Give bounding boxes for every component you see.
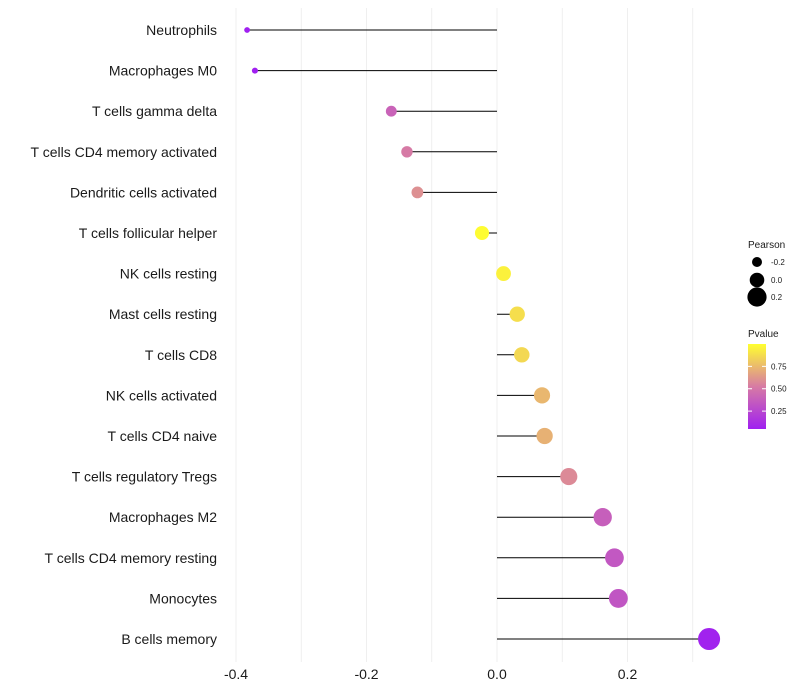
lollipop-point [411,186,424,199]
legend-pearson-label: 0.0 [771,276,783,285]
category-label: T cells regulatory Tregs [72,469,217,485]
lollipop-point [560,468,578,486]
legend-pearson-title: Pearson [748,240,785,251]
x-tick-label: 0.0 [487,666,507,682]
category-label: Neutrophils [146,22,217,38]
legend-pearson: Pearson -0.2 0.0 0.2 [747,240,785,307]
lollipop-point [496,266,511,282]
category-label: NK cells resting [120,266,217,282]
lollipop-point [536,427,553,445]
lollipop-segments [247,29,710,640]
pvalue-colorbar [748,344,766,429]
gridlines [235,8,694,662]
lollipop-point [244,27,250,33]
x-tick-label: 0.2 [618,666,638,682]
category-label: T cells CD4 memory resting [45,550,217,566]
lollipop-point [605,548,624,568]
category-label: Dendritic cells activated [70,184,217,200]
category-label: Mast cells resting [109,306,217,322]
category-label: Macrophages M2 [109,509,217,525]
category-label: T cells CD4 memory activated [31,144,217,160]
category-label: T cells gamma delta [92,103,217,119]
category-label: T cells CD8 [145,347,217,363]
lollipop-point [474,225,490,241]
lollipop-point [533,387,551,404]
legend-pearson-label: 0.2 [771,293,783,302]
lollipop-point [509,306,525,322]
lollipop-point [698,627,721,651]
category-labels: Neutrophils Macrophages M0 T cells gamma d… [31,22,218,647]
lollipop-point [608,588,628,608]
category-label: B cells memory [121,631,217,647]
lollipop-point [385,105,397,117]
x-axis-tick-labels: -0.4 -0.2 0.0 0.2 [224,666,638,682]
legend-pvalue-label: 0.50 [771,385,787,394]
category-label: NK cells activated [106,387,217,403]
lollipop-point [251,67,258,74]
legend-pearson-swatch [749,272,765,288]
category-label: Monocytes [149,590,217,606]
x-tick-label: -0.2 [354,666,378,682]
lollipop-point [514,347,530,363]
legend-pearson-swatch [752,257,762,267]
legend-pvalue-label: 0.75 [771,362,787,371]
lollipop-point [593,508,612,527]
legend-pearson-label: -0.2 [771,258,785,267]
legend-pvalue-label: 0.25 [771,407,787,416]
legend-pearson-swatch [747,287,767,307]
x-tick-label: -0.4 [224,666,248,682]
legend-pvalue-title: Pvalue [748,329,779,340]
category-label: T cells follicular helper [79,225,218,241]
lollipop-point [401,146,413,158]
category-label: T cells CD4 naive [108,428,218,444]
category-label: Macrophages M0 [109,63,217,79]
lollipop-points [244,27,721,651]
legend-pvalue: Pvalue 0.75 0.50 0.25 [748,329,787,429]
